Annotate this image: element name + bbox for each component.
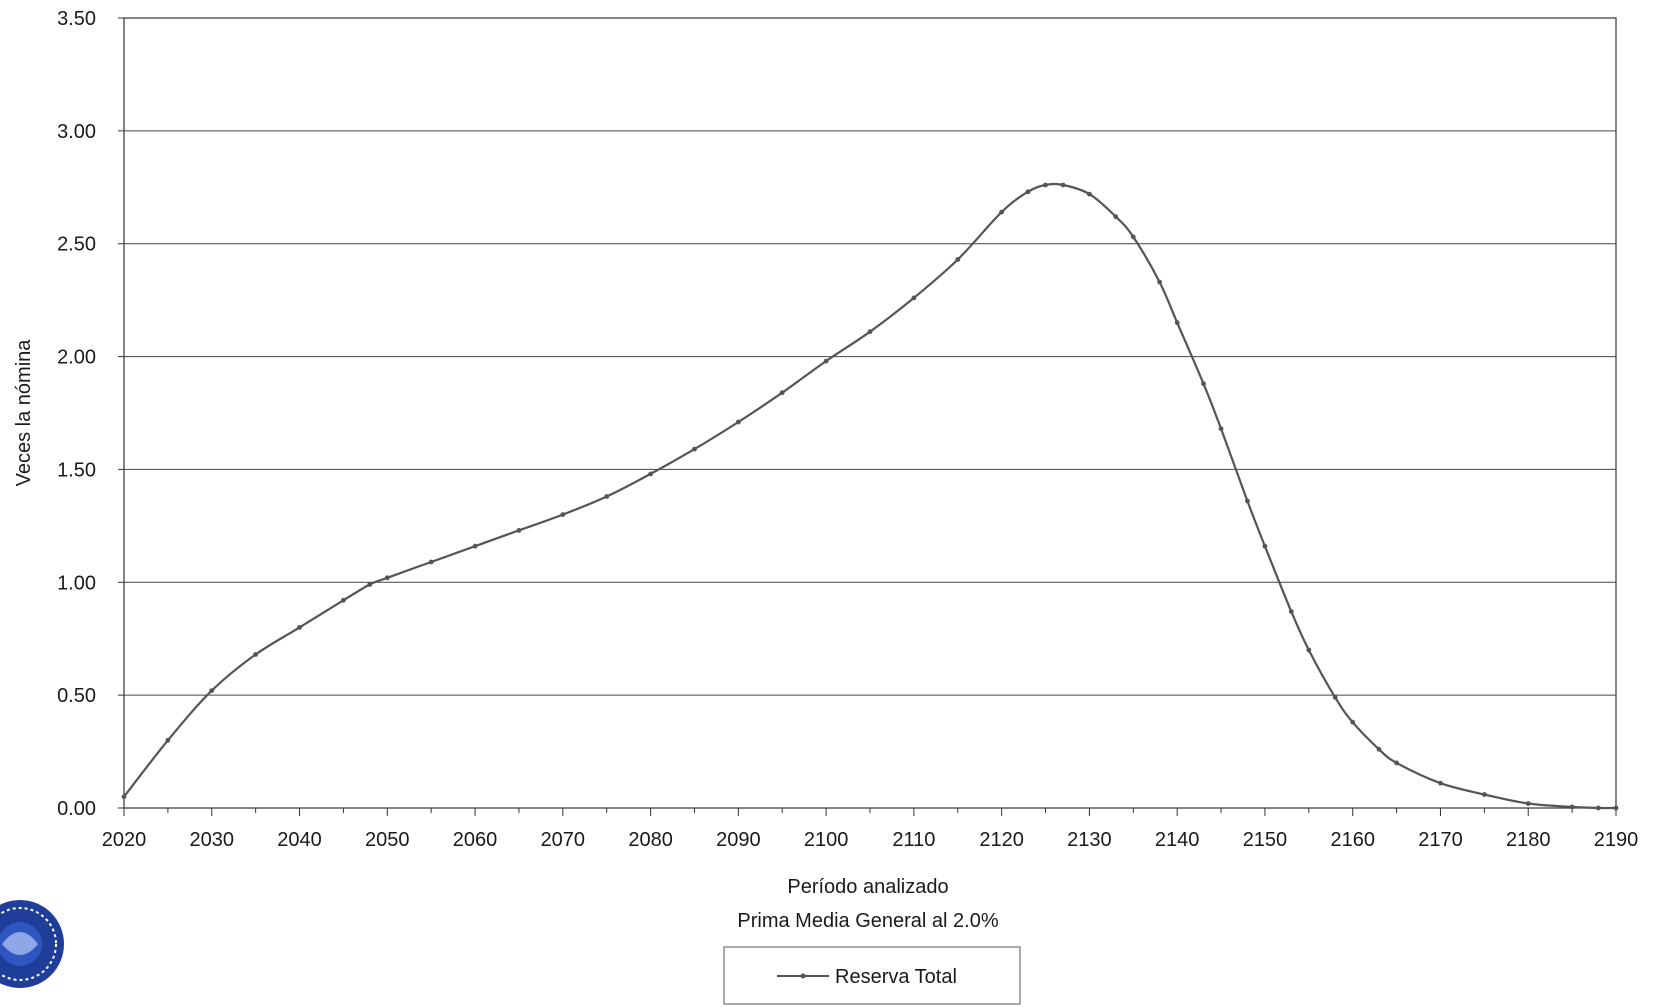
data-point <box>1438 781 1443 786</box>
data-point <box>780 390 785 395</box>
y-tick-label: 2.00 <box>57 347 96 369</box>
data-point <box>253 652 258 657</box>
data-point <box>1245 499 1250 504</box>
y-tick-label: 2.50 <box>57 234 96 256</box>
x-tick-label: 2040 <box>277 829 322 851</box>
x-tick-label: 2060 <box>453 829 498 851</box>
data-point <box>166 738 171 743</box>
data-point <box>1113 214 1118 219</box>
data-point <box>122 794 127 799</box>
data-point <box>385 575 390 580</box>
data-point <box>1306 648 1311 653</box>
data-point <box>648 472 653 477</box>
x-axis-title: Período analizado <box>787 876 948 898</box>
data-point <box>999 210 1004 215</box>
data-point <box>1175 320 1180 325</box>
data-point <box>1201 381 1206 386</box>
x-tick-label: 2070 <box>541 829 586 851</box>
data-point <box>1289 609 1294 614</box>
x-tick-label: 2090 <box>716 829 761 851</box>
x-tick-label: 2080 <box>628 829 673 851</box>
data-point <box>367 582 372 587</box>
data-point <box>429 560 434 565</box>
data-point <box>1350 720 1355 725</box>
data-point <box>604 494 609 499</box>
x-tick-label: 2190 <box>1594 829 1639 851</box>
x-tick-label: 2120 <box>979 829 1024 851</box>
x-tick-label: 2170 <box>1418 829 1463 851</box>
data-point <box>560 512 565 517</box>
x-tick-label: 2020 <box>102 829 147 851</box>
data-point <box>1596 806 1601 811</box>
data-point <box>692 447 697 452</box>
data-point <box>1394 761 1399 766</box>
y-tick-label: 1.50 <box>57 459 96 481</box>
data-point <box>955 257 960 262</box>
data-point <box>1570 805 1575 810</box>
x-tick-label: 2150 <box>1243 829 1288 851</box>
data-point <box>1131 235 1136 240</box>
data-point <box>341 598 346 603</box>
data-point <box>868 329 873 334</box>
y-tick-label: 1.00 <box>57 572 96 594</box>
chart-subtitle: Prima Media General al 2.0% <box>737 910 998 932</box>
data-point <box>517 528 522 533</box>
plot-area <box>124 18 1616 808</box>
data-point <box>1157 280 1162 285</box>
y-tick-label: 0.00 <box>57 798 96 820</box>
seal-emblem <box>0 900 64 988</box>
x-tick-label: 2050 <box>365 829 410 851</box>
data-point <box>297 625 302 630</box>
data-point <box>1333 695 1338 700</box>
data-point <box>1219 426 1224 431</box>
y-tick-label: 3.00 <box>57 121 96 143</box>
legend-marker <box>801 974 806 979</box>
x-tick-label: 2030 <box>190 829 235 851</box>
data-point <box>1043 183 1048 188</box>
legend-label: Reserva Total <box>835 966 957 988</box>
x-tick-label: 2130 <box>1067 829 1112 851</box>
x-tick-label: 2140 <box>1155 829 1200 851</box>
data-point <box>736 420 741 425</box>
y-tick-label: 3.50 <box>57 8 96 30</box>
data-point <box>1377 747 1382 752</box>
data-point <box>1482 792 1487 797</box>
data-point <box>473 544 478 549</box>
y-tick-label: 0.50 <box>57 685 96 707</box>
data-point <box>1526 801 1531 806</box>
x-tick-label: 2110 <box>892 829 935 851</box>
data-point <box>1087 192 1092 197</box>
y-axis-title: Veces la nómina <box>13 339 35 487</box>
data-point <box>912 296 917 301</box>
legend: Reserva Total <box>724 947 1020 1004</box>
x-tick-label: 2160 <box>1330 829 1375 851</box>
data-point <box>824 359 829 364</box>
x-tick-label: 2100 <box>804 829 849 851</box>
x-tick-label: 2180 <box>1506 829 1551 851</box>
data-point <box>1614 806 1619 811</box>
data-point <box>1061 183 1066 188</box>
data-point <box>209 688 214 693</box>
data-point <box>1026 189 1031 194</box>
data-point <box>1263 544 1268 549</box>
